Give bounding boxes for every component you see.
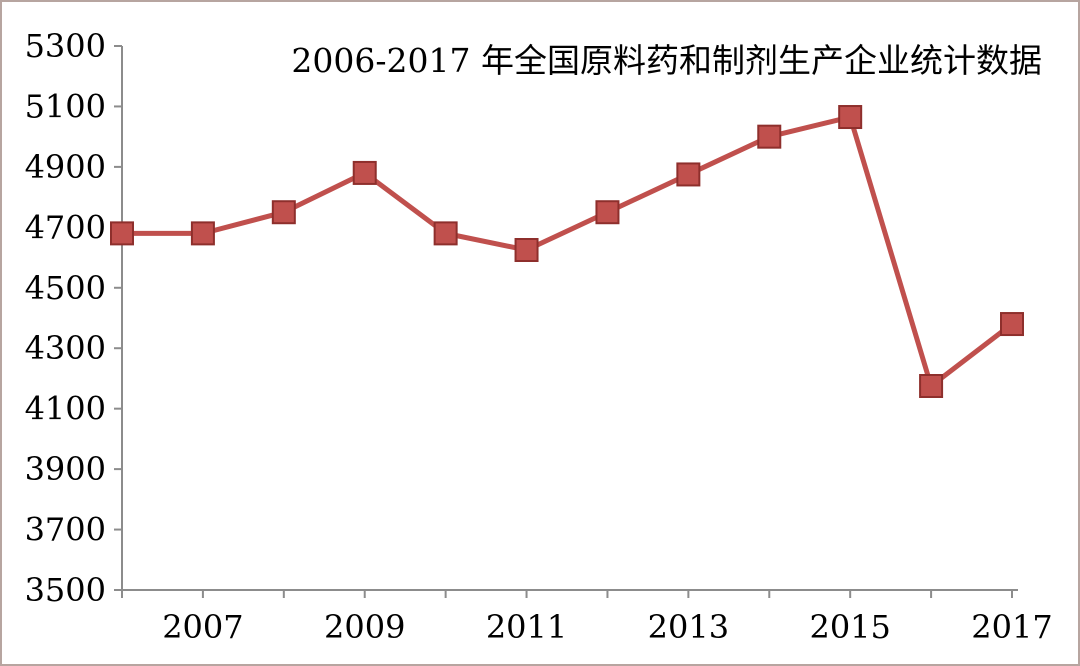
series-line [122, 114, 1014, 389]
tick-labels: 3500 3700 3900 4100 4300 4500 4700 4900 5100 5300… [25, 27, 1053, 646]
y-tick-label: 3500 [25, 571, 106, 609]
series-group [110, 105, 1024, 398]
data-point-marker [919, 374, 944, 398]
x-tick-label: 2009 [324, 608, 405, 646]
chart-title: 2006-2017 年全国原料药和制剂生产企业统计数据 [291, 41, 1042, 80]
axes [114, 45, 1018, 598]
data-point-marker [514, 238, 539, 262]
data-point-marker [1000, 312, 1024, 337]
data-point-marker [190, 221, 215, 246]
y-tick-label: 4100 [25, 390, 106, 428]
y-tick-label: 4500 [25, 269, 106, 307]
x-tick-label: 2017 [971, 608, 1052, 646]
data-point-marker [110, 221, 134, 246]
y-tick-label: 5300 [25, 27, 106, 65]
y-tick-label: 3700 [25, 511, 106, 549]
x-tick-label: 2011 [486, 608, 567, 646]
x-tick-label: 2013 [648, 608, 729, 646]
y-tick-label: 3900 [25, 450, 106, 488]
data-point-marker [433, 221, 458, 246]
data-point-marker [838, 105, 863, 130]
y-tick-label: 4300 [25, 329, 106, 367]
x-tick-label: 2007 [162, 608, 243, 646]
data-point-marker [352, 160, 377, 185]
data-point-marker [595, 200, 620, 225]
y-tick-label: 4700 [25, 208, 106, 246]
x-tick-label: 2015 [809, 608, 890, 646]
data-point-marker [271, 200, 296, 225]
data-point-marker [757, 124, 782, 149]
data-point-marker [676, 162, 701, 187]
y-tick-label: 5100 [25, 87, 106, 125]
y-tick-label: 4900 [25, 148, 106, 186]
